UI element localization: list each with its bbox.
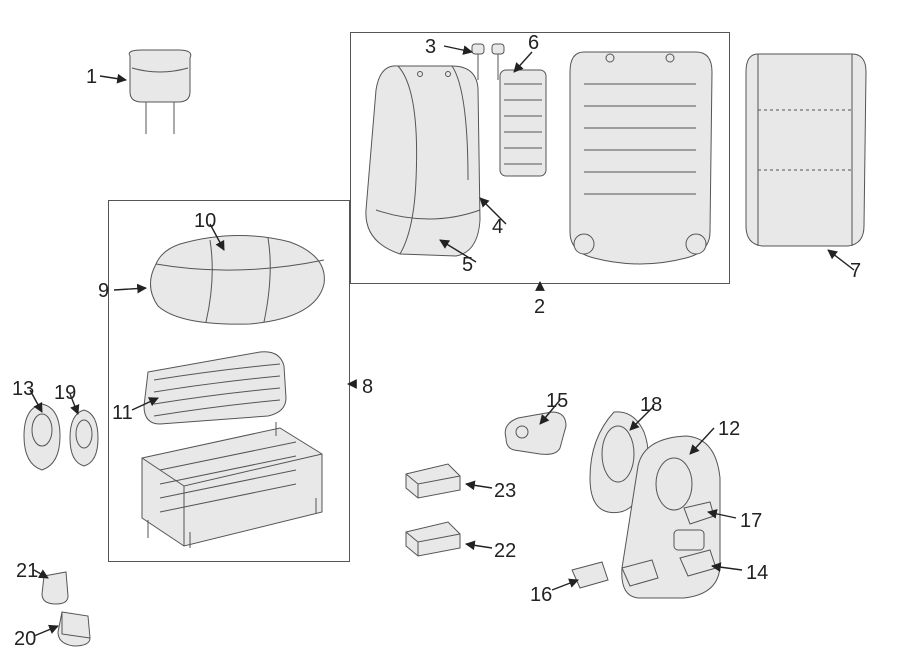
part-shield-inner-19 [66, 408, 102, 468]
part-back-panel [740, 50, 870, 250]
callout-4: 4 [492, 216, 503, 239]
callout-17: 17 [740, 510, 762, 533]
callout-22: 22 [494, 540, 516, 563]
part-cushion-heater [140, 346, 290, 426]
callout-16: 16 [530, 584, 552, 607]
part-back-heater [498, 68, 548, 178]
callout-3: 3 [425, 36, 436, 59]
callout-21: 21 [16, 560, 38, 583]
part-cap-17 [680, 498, 718, 526]
callout-2: 2 [534, 296, 545, 319]
part-back-pad [360, 60, 490, 260]
part-lever-15 [500, 408, 570, 458]
callout-10: 10 [194, 210, 216, 233]
callout-18: 18 [640, 394, 662, 417]
callout-1: 1 [86, 66, 97, 89]
callout-8: 8 [362, 376, 373, 399]
callout-11: 11 [112, 402, 133, 425]
part-cap-21 [38, 570, 72, 606]
callout-14: 14 [746, 562, 768, 585]
callout-13: 13 [12, 378, 34, 401]
part-cap-16a [568, 558, 612, 592]
diagram-canvas: 1 2 3 4 5 6 7 8 9 10 11 12 13 14 15 16 1… [0, 0, 900, 661]
part-cap-20 [54, 608, 94, 648]
callout-20: 20 [14, 628, 36, 651]
part-cushion-frame [130, 420, 330, 550]
callout-9: 9 [98, 280, 109, 303]
callout-12: 12 [718, 418, 740, 441]
part-back-frame [560, 44, 720, 274]
callout-7: 7 [850, 260, 861, 283]
part-cap-14 [676, 546, 720, 580]
part-shield-outer-13 [20, 402, 64, 472]
part-cover-23 [400, 460, 464, 500]
callout-15: 15 [546, 390, 568, 413]
callout-6: 6 [528, 32, 539, 55]
part-cushion-cover [140, 230, 330, 330]
callout-19: 19 [54, 382, 76, 405]
part-cover-22 [400, 518, 464, 558]
part-cap-16b [618, 556, 662, 590]
callout-5: 5 [462, 254, 473, 277]
part-headrest [120, 48, 200, 138]
callout-23: 23 [494, 480, 516, 503]
